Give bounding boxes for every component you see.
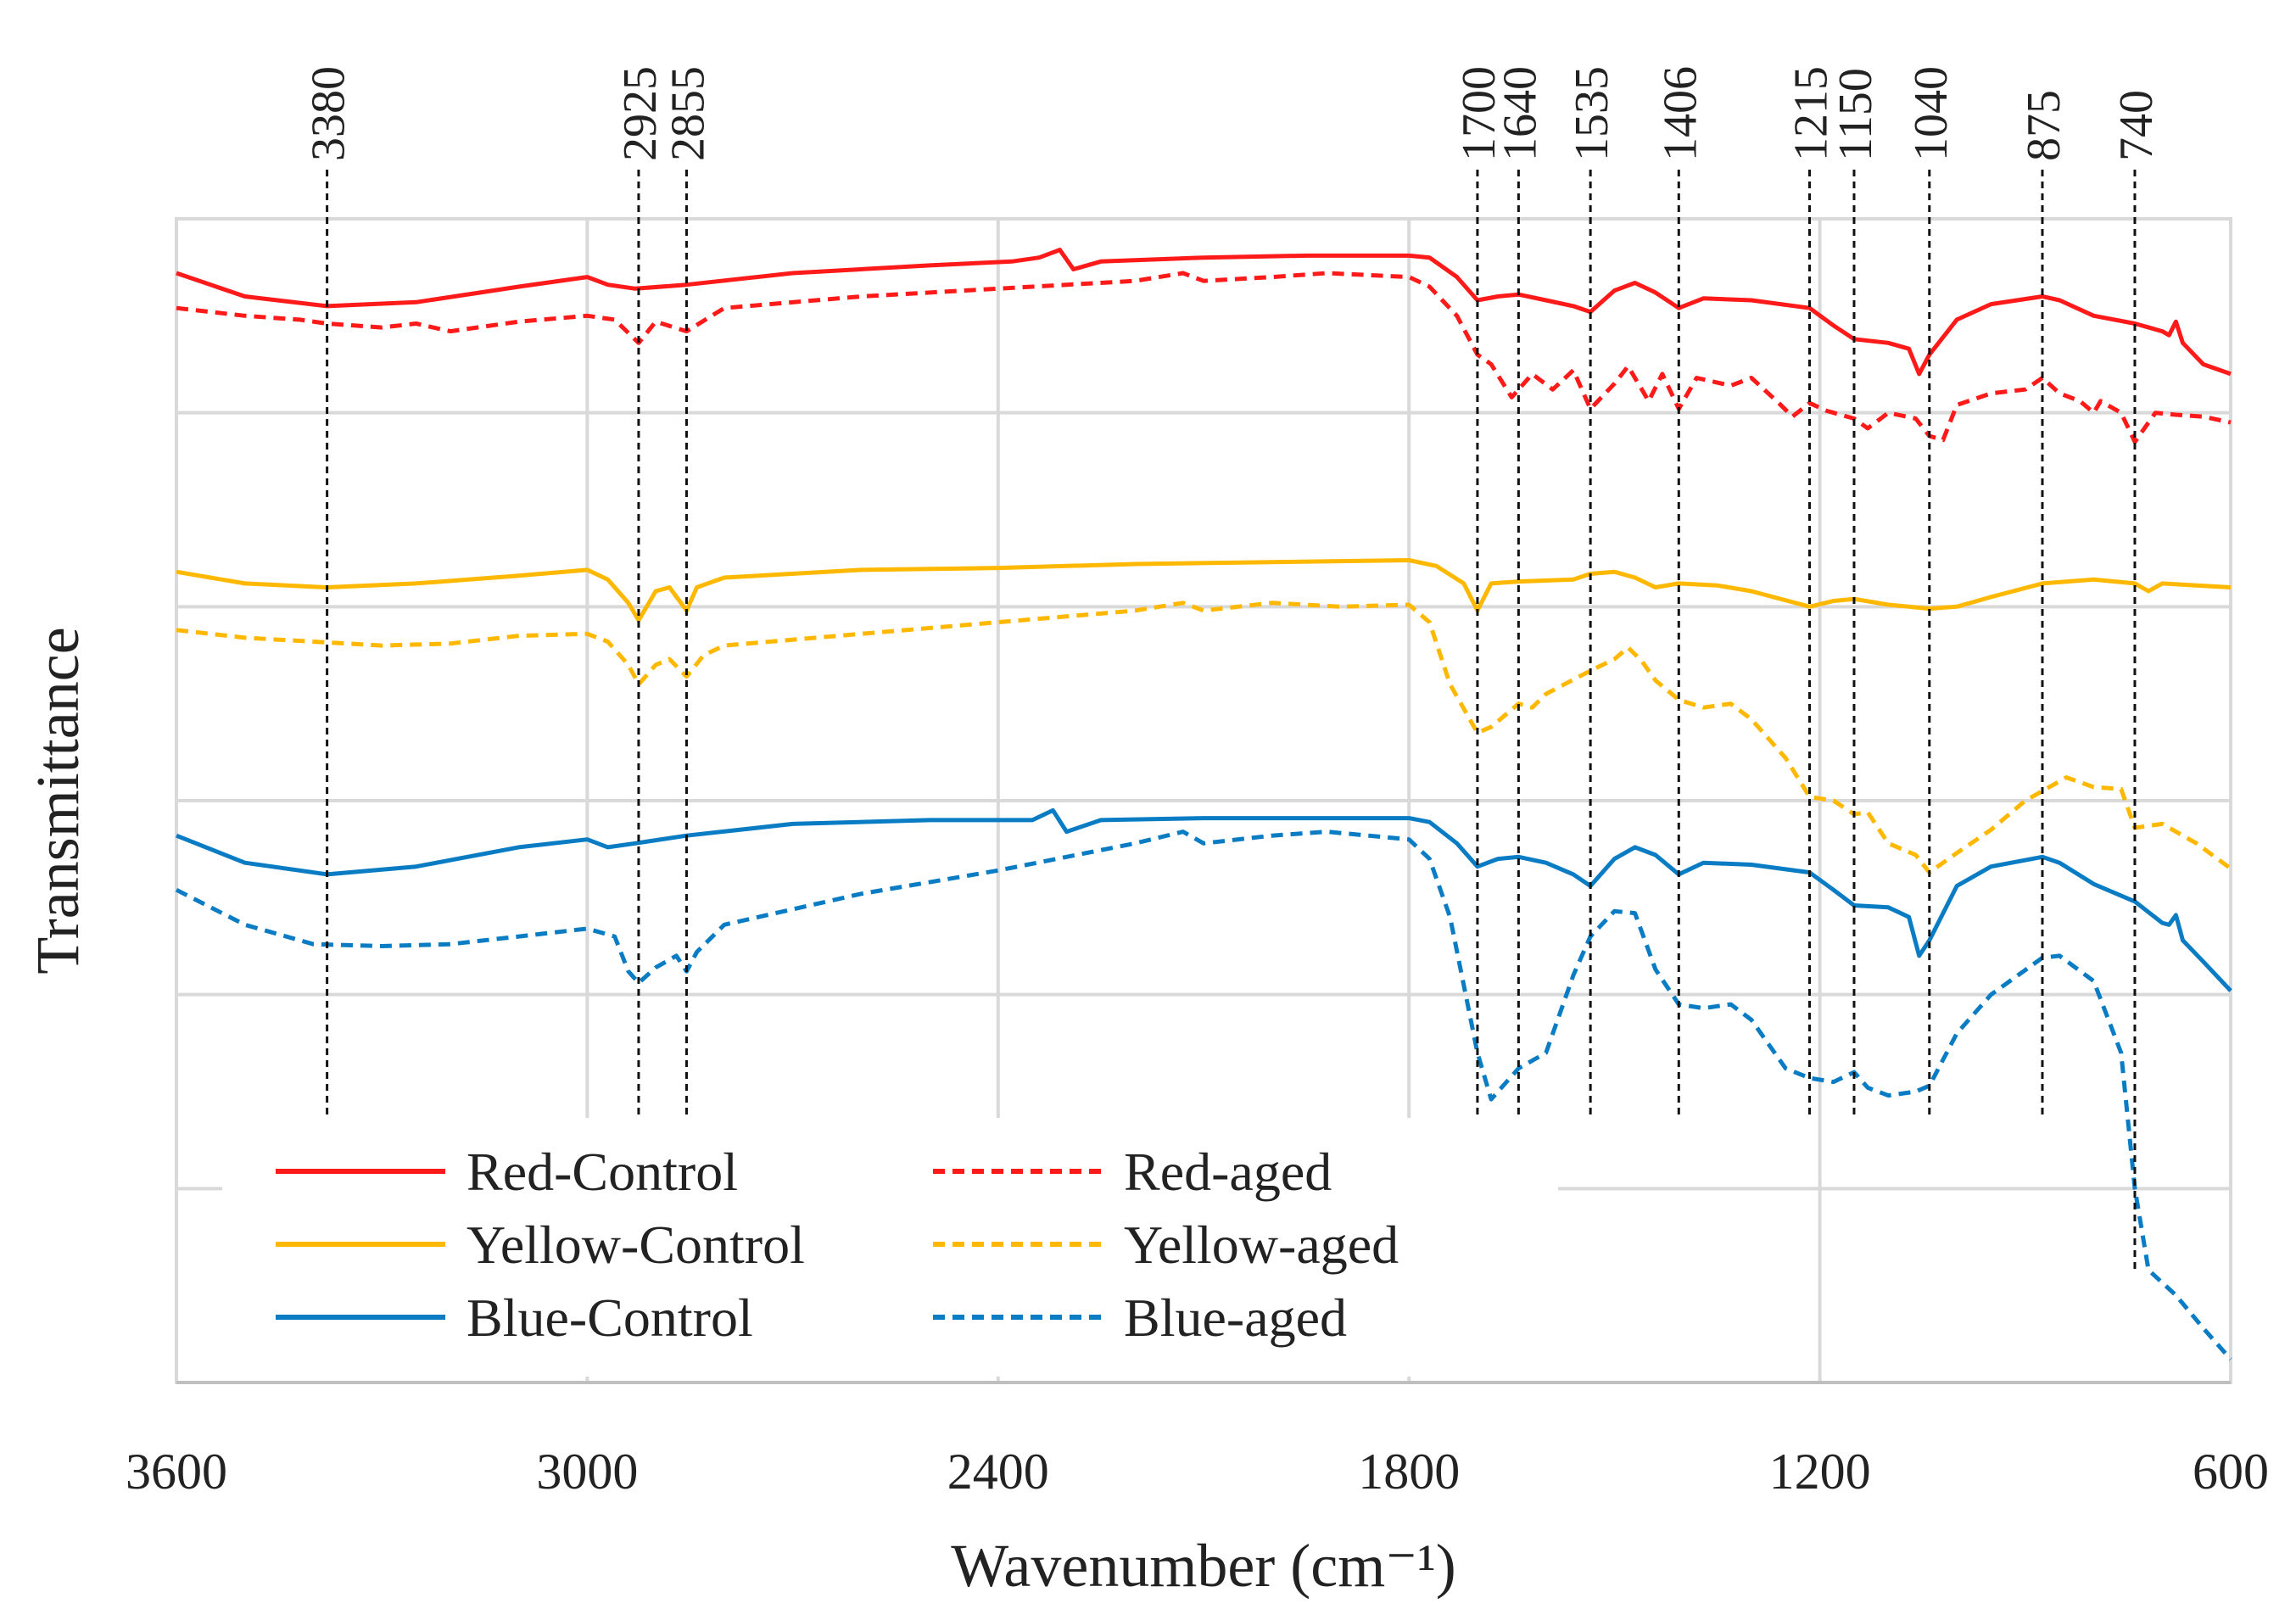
x-axis-title: Wavenumber (cm⁻¹) — [951, 1532, 1456, 1600]
peak-label-2855: 2855 — [662, 66, 714, 161]
peak-label-740: 740 — [2110, 90, 2163, 161]
peak-label-875: 875 — [2018, 90, 2070, 161]
series-lines — [175, 248, 2232, 1361]
peak-label-1406: 1406 — [1654, 66, 1707, 161]
x-tick-label-3000: 3000 — [536, 1444, 638, 1500]
legend-label-yellow-control: Yellow-Control — [466, 1215, 805, 1275]
peak-label-2925: 2925 — [614, 66, 667, 161]
series-line-blue-aged — [175, 830, 2232, 1361]
peak-label-1215: 1215 — [1785, 66, 1837, 161]
grid-lines — [176, 219, 2231, 1383]
legend-label-blue-aged: Blue-aged — [1124, 1288, 1347, 1348]
peak-label-1535: 1535 — [1566, 66, 1618, 161]
x-tick-labels: 3600 3000 2400 1800 1200 600 — [126, 1444, 2269, 1500]
y-axis-title: Transmittance — [24, 627, 92, 974]
peak-label-1640: 1640 — [1494, 66, 1546, 161]
legend-label-red-control: Red-Control — [466, 1142, 738, 1202]
peak-label-1150: 1150 — [1830, 68, 1882, 161]
legend-label-yellow-aged: Yellow-aged — [1124, 1215, 1399, 1275]
series-line-red-control — [176, 248, 2232, 377]
x-tick-label-3600: 3600 — [126, 1444, 227, 1500]
x-tick-label-1200: 1200 — [1769, 1444, 1871, 1500]
legend-label-blue-control: Blue-Control — [466, 1288, 753, 1348]
legend-label-red-aged: Red-aged — [1124, 1142, 1332, 1202]
peak-label-3380: 3380 — [303, 66, 355, 161]
series-line-yellow-aged — [176, 601, 2232, 875]
series-line-yellow-control — [176, 558, 2232, 623]
x-tick-label-600: 600 — [2193, 1444, 2269, 1500]
series-line-red-aged — [176, 271, 2232, 444]
legend-box — [222, 1118, 1558, 1377]
peak-label-1700: 1700 — [1453, 66, 1506, 161]
peak-label-1040: 1040 — [1905, 66, 1958, 161]
legend: Red-Control Red-aged Yellow-Control Yellow-… — [222, 1118, 1558, 1377]
x-tick-label-1800: 1800 — [1358, 1444, 1460, 1500]
x-tick-label-2400: 2400 — [947, 1444, 1049, 1500]
